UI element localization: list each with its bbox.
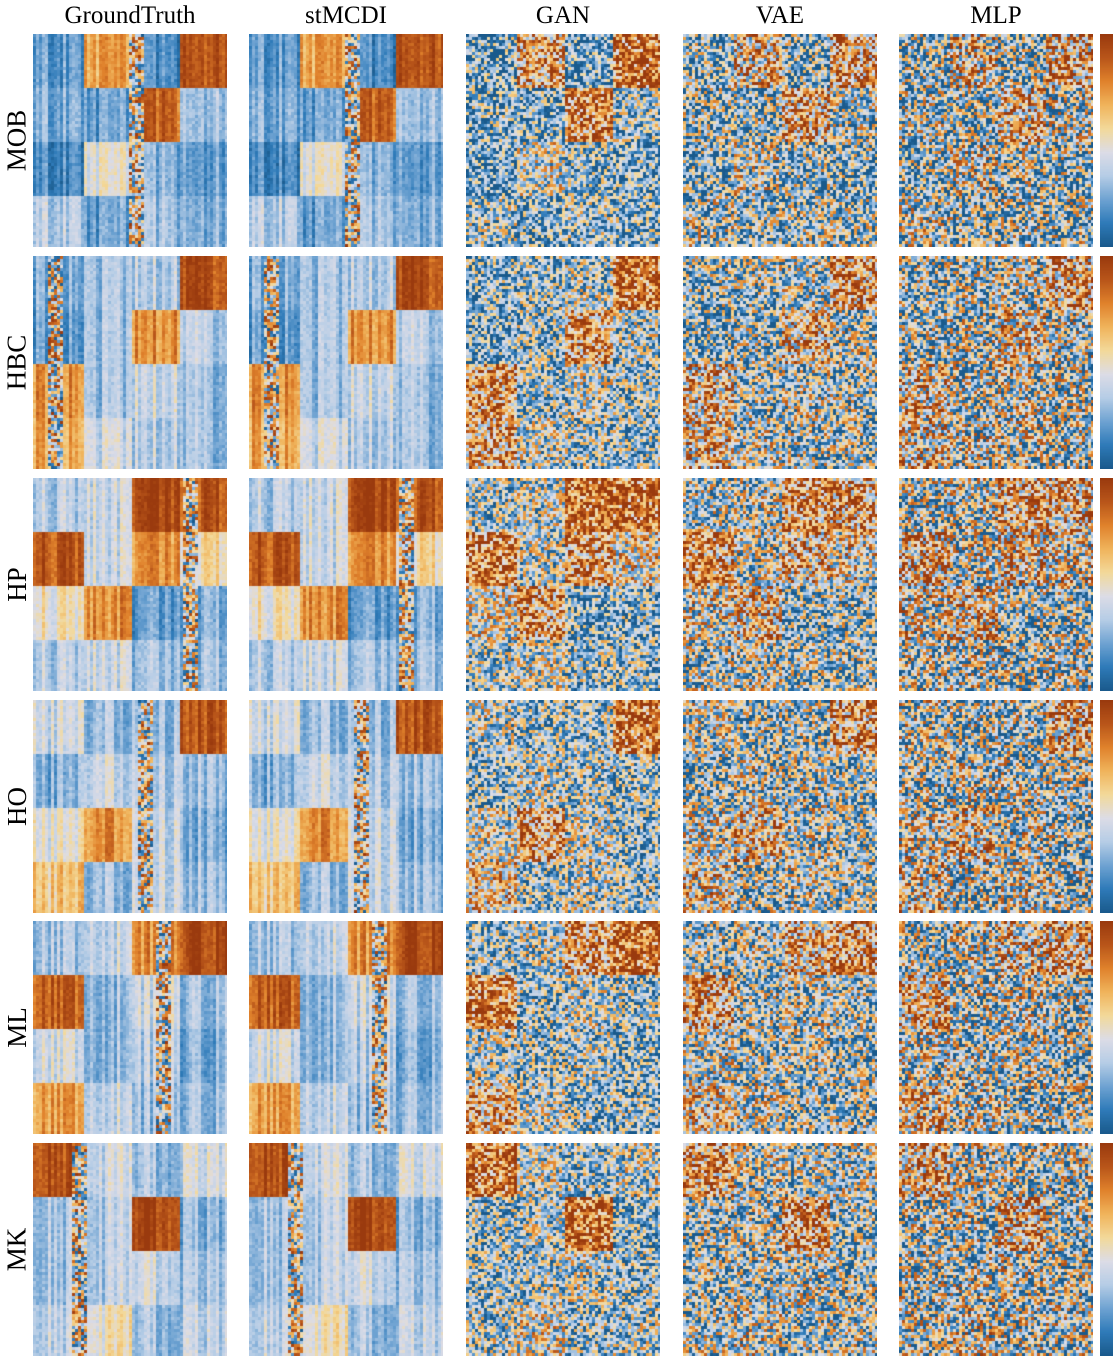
heatmap-ml-gan	[466, 921, 660, 1134]
heatmap-mob-mlp	[899, 34, 1093, 247]
heatmap-ho-vae	[683, 700, 877, 913]
heatmap-hp-stmcdi	[249, 478, 443, 691]
row-label-ho: HO	[0, 700, 34, 913]
heatmap-ho-groundtruth	[33, 700, 227, 913]
column-title-mlp: MLP	[970, 2, 1022, 29]
heatmap-mob-vae	[683, 34, 877, 247]
row-label-hbc: HBC	[0, 256, 34, 469]
heatmap-ml-mlp	[899, 921, 1093, 1134]
heatmap-ho-mlp	[899, 700, 1093, 913]
column-title-groundtruth: GroundTruth	[64, 2, 196, 29]
row-label-text: ML	[1, 1007, 32, 1048]
row-label-text: HP	[1, 567, 32, 602]
heatmap-ml-vae	[683, 921, 877, 1134]
row-label-ml: ML	[0, 921, 34, 1134]
colorbar-mob	[1100, 34, 1113, 247]
column-title-stmcdi: stMCDI	[305, 2, 387, 29]
row-label-hp: HP	[0, 478, 34, 691]
heatmap-hbc-gan	[466, 256, 660, 469]
heatmap-hp-vae	[683, 478, 877, 691]
heatmap-mk-groundtruth	[33, 1143, 227, 1356]
heatmap-mk-stmcdi	[249, 1143, 443, 1356]
heatmap-ml-groundtruth	[33, 921, 227, 1134]
heatmap-mk-mlp	[899, 1143, 1093, 1356]
colorbar-ho	[1100, 700, 1113, 913]
heatmap-hbc-mlp	[899, 256, 1093, 469]
heatmap-mob-stmcdi	[249, 34, 443, 247]
colorbar-ml	[1100, 921, 1113, 1134]
heatmap-ho-stmcdi	[249, 700, 443, 913]
heatmap-hp-mlp	[899, 478, 1093, 691]
row-label-mk: MK	[0, 1143, 34, 1356]
heatmap-ho-gan	[466, 700, 660, 913]
heatmap-ml-stmcdi	[249, 921, 443, 1134]
row-label-text: MK	[1, 1227, 32, 1272]
row-label-text: HO	[1, 787, 32, 826]
row-label-mob: MOB	[0, 34, 34, 247]
heatmap-hp-gan	[466, 478, 660, 691]
column-title-vae: VAE	[755, 2, 805, 29]
heatmap-mob-groundtruth	[33, 34, 227, 247]
colorbar-mk	[1100, 1143, 1113, 1356]
heatmap-hbc-groundtruth	[33, 256, 227, 469]
heatmap-mob-gan	[466, 34, 660, 247]
colorbar-hp	[1100, 478, 1113, 691]
heatmap-hp-groundtruth	[33, 478, 227, 691]
heatmap-mk-vae	[683, 1143, 877, 1356]
heatmap-mk-gan	[466, 1143, 660, 1356]
heatmap-hbc-vae	[683, 256, 877, 469]
column-title-gan: GAN	[535, 2, 591, 29]
colorbar-hbc	[1100, 256, 1113, 469]
heatmap-hbc-stmcdi	[249, 256, 443, 469]
row-label-text: MOB	[1, 109, 32, 172]
row-label-text: HBC	[1, 334, 32, 391]
